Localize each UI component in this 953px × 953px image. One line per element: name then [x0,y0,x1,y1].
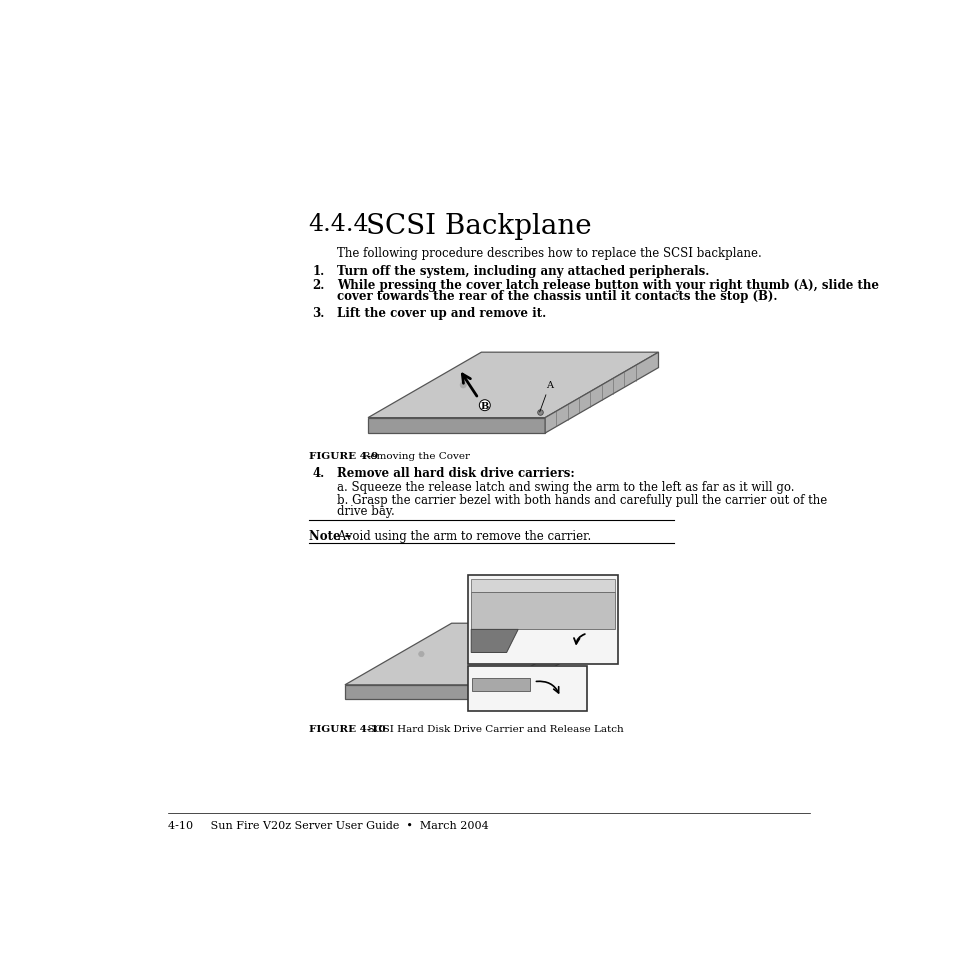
Text: B: B [480,401,489,410]
Polygon shape [471,579,615,593]
Text: cover towards the rear of the chassis until it contacts the stop (B).: cover towards the rear of the chassis un… [336,290,777,303]
Text: While pressing the cover latch release button with your right thumb (A), slide t: While pressing the cover latch release b… [336,279,879,292]
Circle shape [459,382,466,389]
Text: a. Squeeze the release latch and swing the arm to the left as far as it will go.: a. Squeeze the release latch and swing t… [336,480,794,494]
Text: Remove all hard disk drive carriers:: Remove all hard disk drive carriers: [336,467,575,479]
Text: drive bay.: drive bay. [336,504,395,517]
Text: A: A [545,380,553,390]
Polygon shape [544,353,658,434]
Text: Lift the cover up and remove it.: Lift the cover up and remove it. [336,307,546,319]
Circle shape [418,652,424,657]
Text: FIGURE 4-9: FIGURE 4-9 [309,452,377,460]
Polygon shape [472,679,529,691]
Polygon shape [498,623,605,699]
Text: 4.: 4. [313,467,325,479]
Text: 4-10     Sun Fire V20z Server User Guide  •  March 2004: 4-10 Sun Fire V20z Server User Guide • M… [168,821,488,830]
Text: Turn off the system, including any attached peripherals.: Turn off the system, including any attac… [336,265,709,278]
Text: SCSI Hard Disk Drive Carrier and Release Latch: SCSI Hard Disk Drive Carrier and Release… [361,724,623,733]
Polygon shape [368,418,544,434]
Text: Note –: Note – [309,530,350,542]
Polygon shape [345,623,605,685]
Text: 3.: 3. [313,307,325,319]
Text: b. Grasp the carrier bezel with both hands and carefully pull the carrier out of: b. Grasp the carrier bezel with both han… [336,494,826,507]
Text: The following procedure describes how to replace the SCSI backplane.: The following procedure describes how to… [336,247,761,259]
Polygon shape [368,353,658,418]
Text: 2.: 2. [313,279,325,292]
Text: 4.4.4: 4.4.4 [309,213,369,235]
Text: FIGURE 4-10: FIGURE 4-10 [309,724,385,733]
Text: SCSI Backplane: SCSI Backplane [366,213,592,240]
Polygon shape [345,685,498,699]
Text: Avoid using the arm to remove the carrier.: Avoid using the arm to remove the carrie… [334,530,591,542]
Text: 1.: 1. [313,265,325,278]
Polygon shape [471,630,517,653]
FancyBboxPatch shape [468,576,618,664]
Text: Removing the Cover: Removing the Cover [353,452,470,460]
FancyBboxPatch shape [468,667,587,711]
Polygon shape [471,593,615,630]
